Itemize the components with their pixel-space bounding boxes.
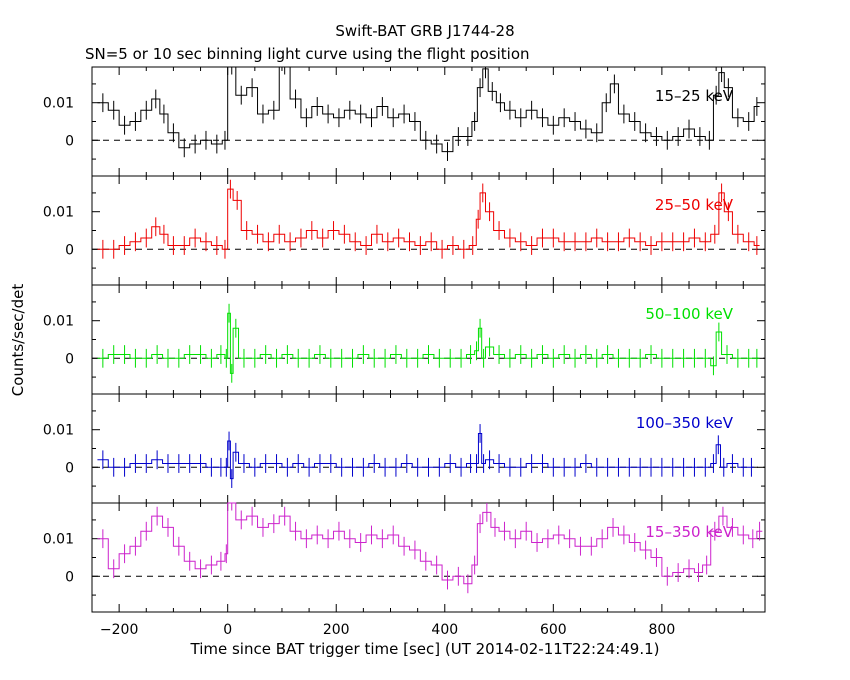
x-tick-label: 0 bbox=[223, 622, 232, 638]
y-tick-label: 0.01 bbox=[43, 314, 74, 330]
panel-group: 0 0.01 15–25 keV 0 0.01 25–50 keV 0 0.01 50–100 … bbox=[43, 66, 766, 638]
x-tick-label: 400 bbox=[431, 622, 458, 638]
band-label: 15–25 keV bbox=[655, 87, 734, 105]
x-axis-label: Time since BAT trigger time [sec] (UT 20… bbox=[190, 640, 660, 658]
x-tick-label: 600 bbox=[540, 622, 567, 638]
chart-subtitle: SN=5 or 10 sec binning light curve using… bbox=[85, 45, 530, 63]
panel-4: 0 0.01 100–350 keV bbox=[43, 393, 766, 504]
band-label: 15–350 keV bbox=[645, 523, 733, 541]
band-label: 50–100 keV bbox=[645, 305, 733, 323]
y-tick-label: 0 bbox=[65, 569, 74, 585]
panel-5: 0 0.01 15–350 keV −200 0 200 400 600 800 bbox=[43, 502, 766, 638]
series-line bbox=[97, 312, 760, 374]
series-line bbox=[97, 432, 755, 480]
y-tick-label: 0 bbox=[65, 351, 74, 367]
y-axis-label: Counts/sec/det bbox=[9, 284, 27, 397]
y-tick-label: 0.01 bbox=[43, 205, 74, 221]
x-tick-label: 200 bbox=[323, 622, 350, 638]
panel-1: 0 0.01 15–25 keV bbox=[43, 66, 766, 177]
x-tick-label: 800 bbox=[649, 622, 676, 638]
series-line bbox=[97, 66, 760, 153]
y-tick-label: 0.01 bbox=[43, 532, 74, 548]
panel-2: 0 0.01 25–50 keV bbox=[43, 175, 766, 286]
panel-3: 0 0.01 50–100 keV bbox=[43, 284, 766, 395]
y-tick-label: 0 bbox=[65, 133, 74, 149]
series-line bbox=[97, 502, 763, 585]
panel-frame bbox=[91, 393, 766, 504]
panel-frame bbox=[91, 502, 766, 613]
y-tick-label: 0 bbox=[65, 242, 74, 258]
y-tick-label: 0.01 bbox=[43, 423, 74, 439]
panel-frame bbox=[91, 284, 766, 395]
band-label: 100–350 keV bbox=[636, 414, 734, 432]
y-tick-label: 0 bbox=[65, 460, 74, 476]
chart-title: Swift-BAT GRB J1744-28 bbox=[335, 22, 514, 40]
band-label: 25–50 keV bbox=[655, 196, 734, 214]
x-tick-label: −200 bbox=[100, 622, 138, 638]
panel-frame bbox=[91, 175, 766, 286]
y-tick-label: 0.01 bbox=[43, 96, 74, 112]
panel-frame bbox=[91, 66, 766, 177]
